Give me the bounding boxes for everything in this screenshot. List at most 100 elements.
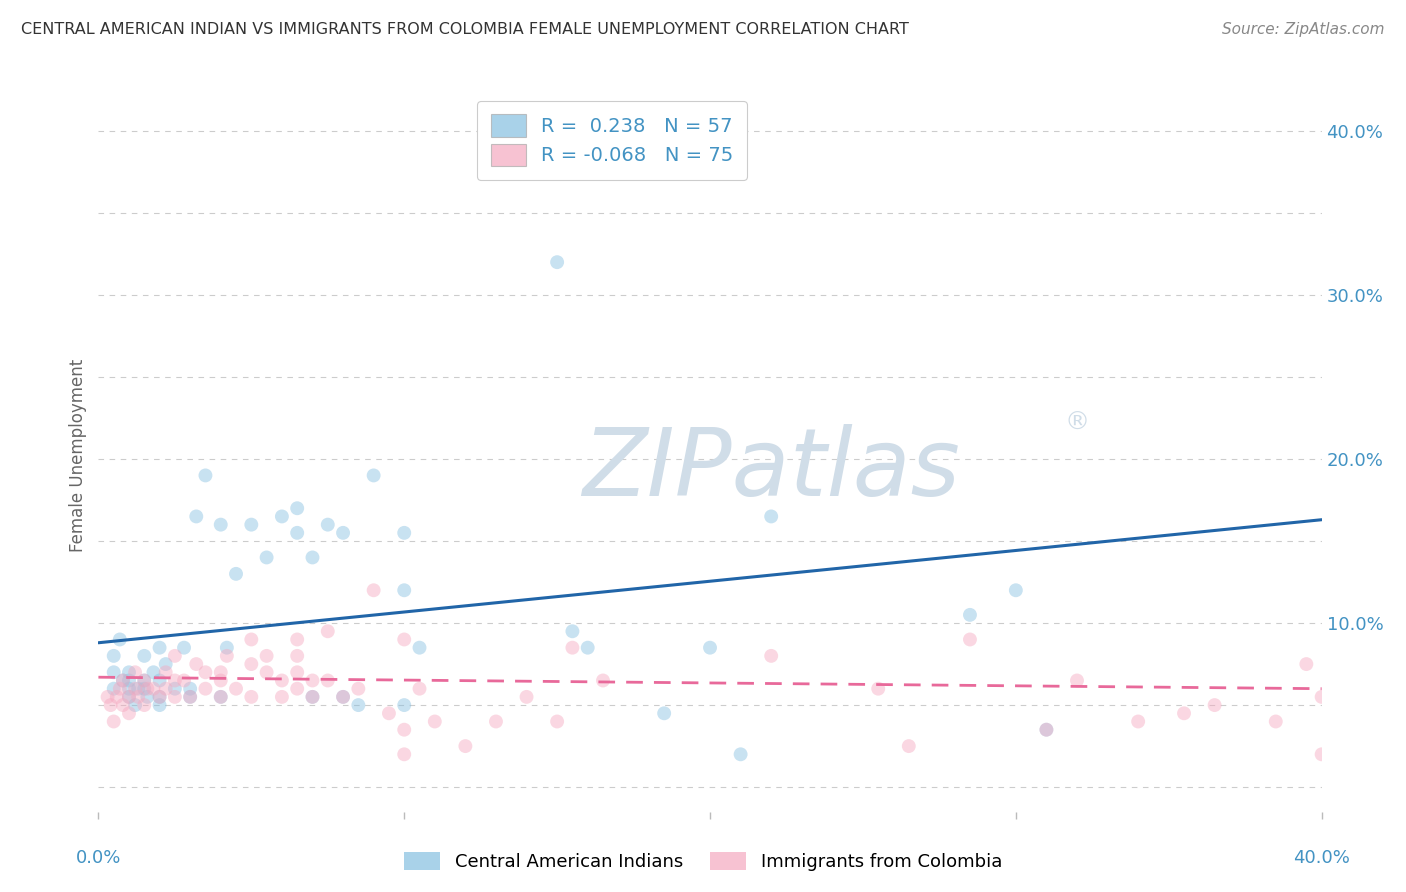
Point: [332, 525, 354, 540]
Point: [118, 673, 141, 688]
Point: [485, 714, 508, 729]
Point: [127, 690, 149, 704]
Point: [270, 509, 292, 524]
Point: [240, 657, 263, 671]
Point: [392, 698, 416, 712]
Point: [301, 690, 323, 704]
Point: [1035, 723, 1057, 737]
Point: [194, 665, 217, 680]
Point: [332, 690, 354, 704]
Text: 0.0%: 0.0%: [76, 849, 121, 867]
Point: [149, 698, 172, 712]
Point: [105, 690, 128, 704]
Point: [108, 632, 131, 647]
Point: [759, 648, 782, 663]
Point: [179, 690, 201, 704]
Point: [163, 681, 186, 696]
Point: [270, 690, 292, 704]
Legend: Central American Indians, Immigrants from Colombia: Central American Indians, Immigrants fro…: [396, 845, 1010, 879]
Point: [186, 509, 208, 524]
Point: [134, 681, 156, 696]
Point: [316, 517, 339, 532]
Point: [392, 632, 416, 647]
Point: [124, 681, 146, 696]
Point: [173, 640, 195, 655]
Point: [149, 690, 172, 704]
Point: [1128, 714, 1150, 729]
Point: [392, 583, 416, 598]
Point: [134, 673, 156, 688]
Point: [561, 640, 583, 655]
Point: [194, 681, 217, 696]
Point: [163, 673, 186, 688]
Point: [576, 640, 599, 655]
Point: [301, 550, 323, 565]
Point: [134, 698, 156, 712]
Point: [408, 640, 430, 655]
Point: [142, 665, 165, 680]
Point: [118, 665, 141, 680]
Point: [155, 657, 177, 671]
Point: [149, 690, 172, 704]
Point: [149, 673, 172, 688]
Point: [1035, 723, 1057, 737]
Point: [209, 690, 232, 704]
Point: [179, 690, 201, 704]
Point: [136, 690, 159, 704]
Point: [423, 714, 446, 729]
Point: [163, 648, 186, 663]
Point: [285, 665, 308, 680]
Point: [179, 681, 201, 696]
Point: [546, 714, 568, 729]
Point: [378, 706, 401, 721]
Point: [1004, 583, 1026, 598]
Point: [363, 583, 385, 598]
Point: [118, 706, 141, 721]
Y-axis label: Female Unemployment: Female Unemployment: [69, 359, 87, 551]
Point: [134, 648, 156, 663]
Text: ®: ®: [1064, 411, 1090, 434]
Point: [127, 681, 149, 696]
Legend: R =  0.238   N = 57, R = -0.068   N = 75: R = 0.238 N = 57, R = -0.068 N = 75: [477, 101, 747, 179]
Point: [285, 501, 308, 516]
Text: Source: ZipAtlas.com: Source: ZipAtlas.com: [1222, 22, 1385, 37]
Point: [225, 566, 247, 581]
Point: [392, 525, 416, 540]
Point: [240, 690, 263, 704]
Point: [100, 698, 122, 712]
Text: 40.0%: 40.0%: [1294, 849, 1350, 867]
Point: [134, 673, 156, 688]
Point: [546, 255, 568, 269]
Point: [163, 690, 186, 704]
Point: [1066, 673, 1088, 688]
Point: [225, 681, 247, 696]
Point: [209, 517, 232, 532]
Point: [142, 681, 165, 696]
Point: [285, 681, 308, 696]
Point: [301, 673, 323, 688]
Point: [759, 509, 782, 524]
Point: [868, 681, 890, 696]
Point: [256, 648, 278, 663]
Point: [699, 640, 721, 655]
Point: [316, 624, 339, 639]
Point: [285, 525, 308, 540]
Text: ZIPatlas: ZIPatlas: [582, 424, 960, 515]
Point: [1310, 747, 1333, 762]
Point: [118, 690, 141, 704]
Point: [408, 681, 430, 696]
Point: [652, 706, 675, 721]
Point: [209, 665, 232, 680]
Point: [103, 714, 125, 729]
Point: [173, 673, 195, 688]
Point: [392, 723, 416, 737]
Point: [149, 640, 172, 655]
Point: [118, 690, 141, 704]
Point: [209, 673, 232, 688]
Point: [103, 681, 125, 696]
Point: [194, 468, 217, 483]
Point: [316, 673, 339, 688]
Point: [561, 624, 583, 639]
Point: [347, 698, 370, 712]
Point: [215, 640, 238, 655]
